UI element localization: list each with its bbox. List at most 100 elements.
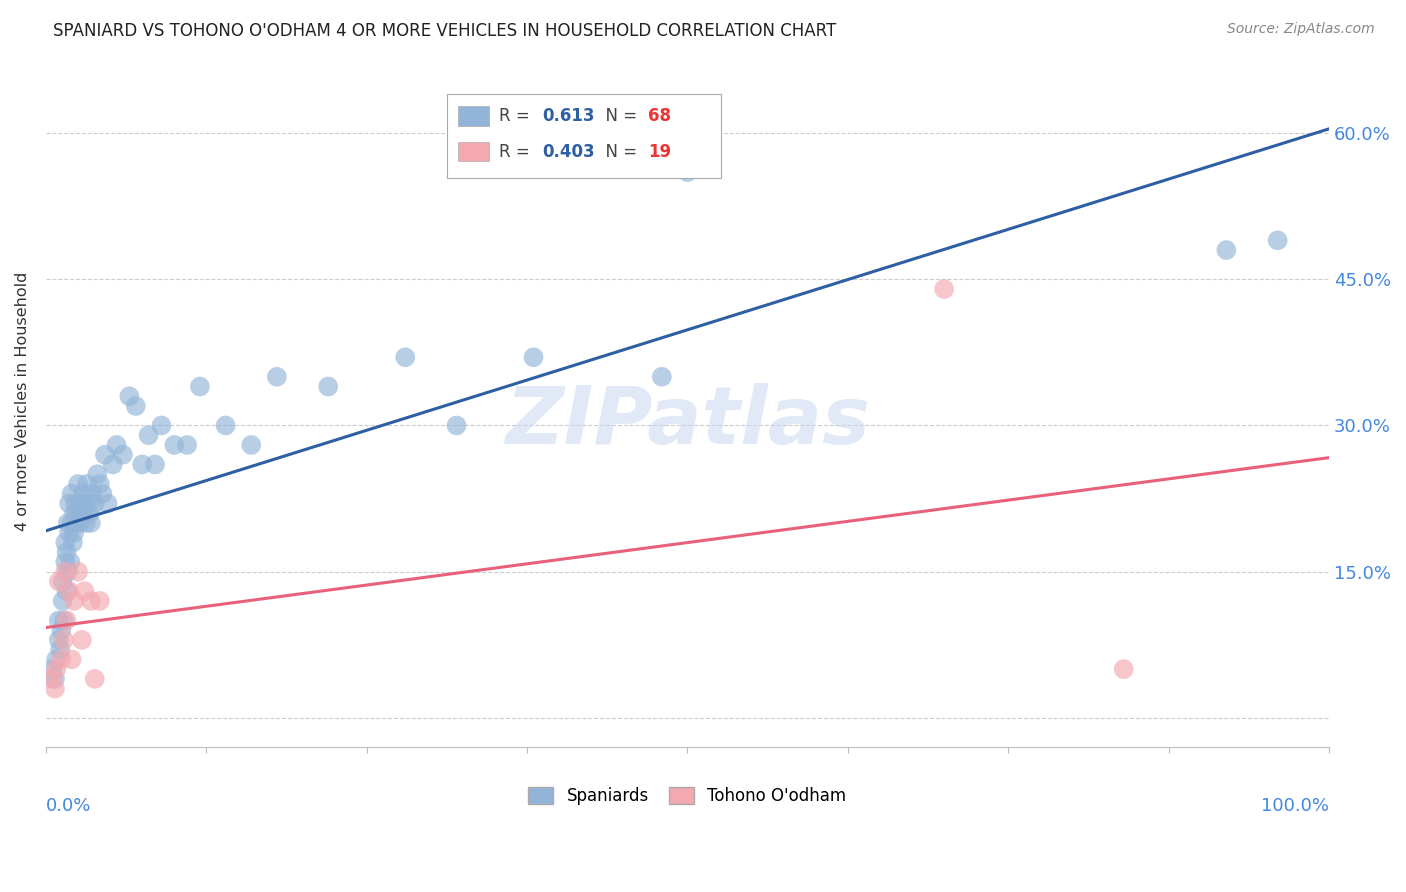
Point bbox=[63, 506, 86, 520]
Point bbox=[73, 584, 96, 599]
Point bbox=[49, 642, 72, 657]
Point bbox=[52, 614, 75, 628]
Point bbox=[1267, 233, 1289, 247]
Point bbox=[176, 438, 198, 452]
Point bbox=[82, 486, 104, 500]
Point bbox=[55, 545, 77, 559]
Point bbox=[138, 428, 160, 442]
Point bbox=[53, 555, 76, 569]
Point bbox=[56, 516, 79, 530]
Point bbox=[143, 458, 166, 472]
Text: 0.0%: 0.0% bbox=[46, 797, 91, 815]
Text: N =: N = bbox=[595, 107, 643, 125]
Point bbox=[86, 467, 108, 482]
Text: 100.0%: 100.0% bbox=[1261, 797, 1329, 815]
Point bbox=[51, 652, 73, 666]
Text: 0.403: 0.403 bbox=[543, 143, 595, 161]
Point bbox=[80, 594, 103, 608]
Point bbox=[70, 632, 93, 647]
Point bbox=[1215, 243, 1237, 257]
Point bbox=[67, 565, 90, 579]
Point bbox=[446, 418, 468, 433]
Point bbox=[52, 594, 75, 608]
Point bbox=[67, 516, 90, 530]
Point bbox=[70, 506, 93, 520]
Text: 0.613: 0.613 bbox=[543, 107, 595, 125]
Point bbox=[63, 594, 86, 608]
Point bbox=[105, 438, 128, 452]
Point bbox=[62, 535, 84, 549]
Point bbox=[150, 418, 173, 433]
Point bbox=[522, 351, 544, 365]
Point bbox=[58, 584, 80, 599]
Point bbox=[48, 614, 70, 628]
Point bbox=[60, 516, 83, 530]
Point bbox=[63, 525, 86, 540]
Point bbox=[188, 379, 211, 393]
Point bbox=[76, 477, 98, 491]
Point bbox=[44, 672, 66, 686]
Point bbox=[316, 379, 339, 393]
Point bbox=[111, 448, 134, 462]
Point bbox=[394, 351, 416, 365]
Point bbox=[94, 448, 117, 462]
Point bbox=[58, 496, 80, 510]
Point bbox=[52, 632, 75, 647]
Point bbox=[101, 458, 124, 472]
Point bbox=[67, 506, 90, 520]
Text: Source: ZipAtlas.com: Source: ZipAtlas.com bbox=[1227, 22, 1375, 37]
Point bbox=[66, 516, 89, 530]
Legend: Spaniards, Tohono O'odham: Spaniards, Tohono O'odham bbox=[522, 780, 853, 812]
Point bbox=[163, 438, 186, 452]
Point bbox=[60, 486, 83, 500]
Point bbox=[48, 632, 70, 647]
Text: SPANIARD VS TOHONO O'ODHAM 4 OR MORE VEHICLES IN HOUSEHOLD CORRELATION CHART: SPANIARD VS TOHONO O'ODHAM 4 OR MORE VEH… bbox=[53, 22, 837, 40]
Y-axis label: 4 or more Vehicles in Household: 4 or more Vehicles in Household bbox=[15, 271, 30, 531]
Point bbox=[83, 672, 105, 686]
Point bbox=[41, 672, 63, 686]
Point bbox=[75, 516, 97, 530]
Point bbox=[56, 565, 79, 579]
Text: N =: N = bbox=[595, 143, 643, 161]
Point bbox=[73, 496, 96, 510]
Point bbox=[45, 652, 67, 666]
Point bbox=[118, 389, 141, 403]
Point bbox=[83, 496, 105, 510]
Point bbox=[214, 418, 236, 433]
Text: ZIPatlas: ZIPatlas bbox=[505, 383, 870, 461]
Point bbox=[55, 584, 77, 599]
Point bbox=[48, 574, 70, 589]
Point bbox=[72, 486, 94, 500]
Point bbox=[60, 652, 83, 666]
Point bbox=[53, 565, 76, 579]
Point bbox=[91, 486, 114, 500]
Point bbox=[45, 662, 67, 676]
Text: R =: R = bbox=[499, 143, 536, 161]
Point bbox=[932, 282, 955, 296]
Point bbox=[651, 369, 673, 384]
Point bbox=[55, 614, 77, 628]
Point bbox=[240, 438, 263, 452]
Point bbox=[59, 555, 82, 569]
Point bbox=[53, 535, 76, 549]
Point bbox=[52, 574, 75, 589]
Point bbox=[58, 525, 80, 540]
Point bbox=[676, 165, 699, 179]
Point bbox=[44, 681, 66, 696]
Point bbox=[41, 662, 63, 676]
Point bbox=[79, 506, 101, 520]
Point bbox=[51, 623, 73, 637]
Text: 19: 19 bbox=[648, 143, 671, 161]
Point bbox=[77, 496, 100, 510]
Text: R =: R = bbox=[499, 107, 536, 125]
Point bbox=[69, 496, 91, 510]
Point bbox=[65, 496, 87, 510]
Text: 68: 68 bbox=[648, 107, 671, 125]
Point bbox=[131, 458, 153, 472]
Point bbox=[125, 399, 148, 413]
Point bbox=[96, 496, 118, 510]
Point bbox=[266, 369, 288, 384]
Point bbox=[80, 516, 103, 530]
Point bbox=[1112, 662, 1135, 676]
Point bbox=[89, 594, 111, 608]
